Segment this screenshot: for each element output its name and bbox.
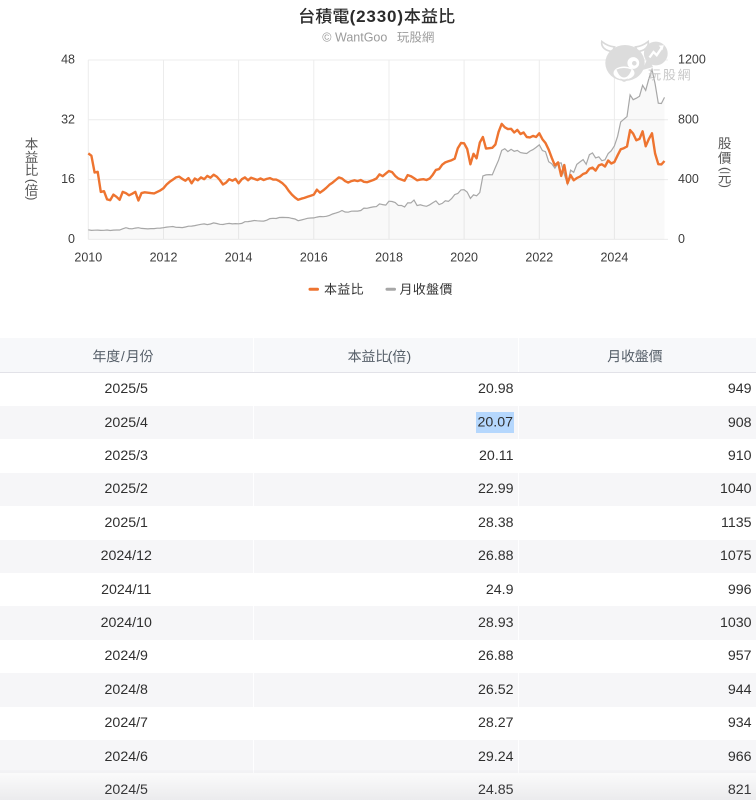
svg-text:2014: 2014	[225, 251, 253, 265]
svg-text:2022: 2022	[525, 251, 553, 265]
svg-text:0: 0	[678, 232, 685, 246]
svg-text:): )	[718, 184, 733, 188]
svg-text:32: 32	[61, 112, 75, 126]
svg-text:48: 48	[61, 53, 75, 67]
svg-text:(: (	[718, 167, 733, 172]
svg-text:(: (	[388, 348, 393, 364]
svg-text:2018: 2018	[375, 251, 403, 265]
svg-text:0: 0	[68, 232, 75, 246]
svg-text:1200: 1200	[678, 53, 706, 67]
svg-text:2010: 2010	[74, 251, 102, 265]
svg-text:/: /	[121, 348, 125, 364]
svg-text:): )	[25, 196, 40, 200]
svg-text:400: 400	[678, 172, 699, 186]
svg-text:16: 16	[61, 172, 75, 186]
svg-text:800: 800	[678, 112, 699, 126]
svg-text:© WantGoo: © WantGoo	[322, 31, 387, 45]
svg-text:(: (	[25, 179, 40, 184]
svg-text:2012: 2012	[150, 251, 178, 265]
svg-text:2020: 2020	[450, 251, 478, 265]
svg-text:2016: 2016	[300, 251, 328, 265]
svg-text:2024: 2024	[600, 251, 628, 265]
svg-text:): )	[407, 348, 412, 364]
svg-text:(2330): (2330)	[350, 7, 404, 26]
